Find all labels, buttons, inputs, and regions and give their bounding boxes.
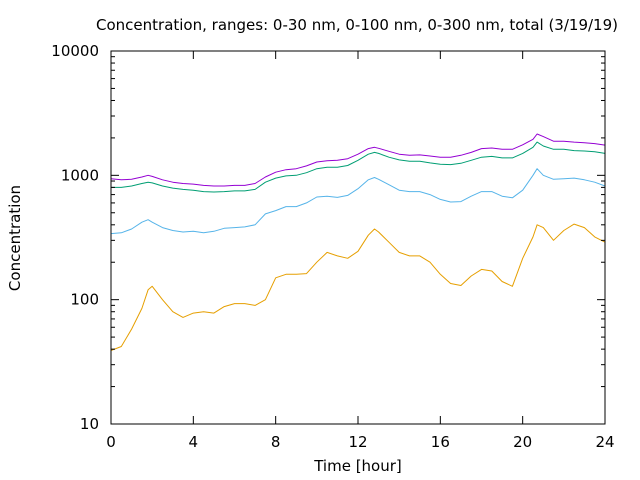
series-line-1 (110, 223, 606, 351)
y-tick-label: 10000 (51, 42, 99, 60)
y-axis-label: Concentration (6, 185, 24, 291)
x-tick-label: 20 (513, 433, 532, 451)
series-line-4 (110, 133, 606, 187)
x-tick-label: 16 (431, 433, 450, 451)
x-axis-label: Time [hour] (313, 457, 402, 475)
x-tick-label: 8 (271, 433, 281, 451)
x-tick-label: 0 (106, 433, 116, 451)
plot-area (110, 133, 606, 351)
y-tick-label: 1000 (61, 166, 99, 184)
x-axis: 0 4 8 12 16 20 24 (106, 51, 615, 451)
series-line-3 (111, 141, 606, 193)
plot-frame (110, 50, 606, 425)
y-tick-label: 10 (80, 415, 99, 433)
x-tick-label: 24 (595, 433, 614, 451)
y-axis: 10 100 1000 10000 (51, 42, 605, 433)
series-line-2 (110, 168, 606, 235)
chart-title: Concentration, ranges: 0-30 nm, 0-100 nm… (96, 16, 618, 34)
y-tick-label: 100 (70, 291, 99, 309)
x-tick-label: 4 (189, 433, 199, 451)
x-tick-label: 12 (348, 433, 367, 451)
